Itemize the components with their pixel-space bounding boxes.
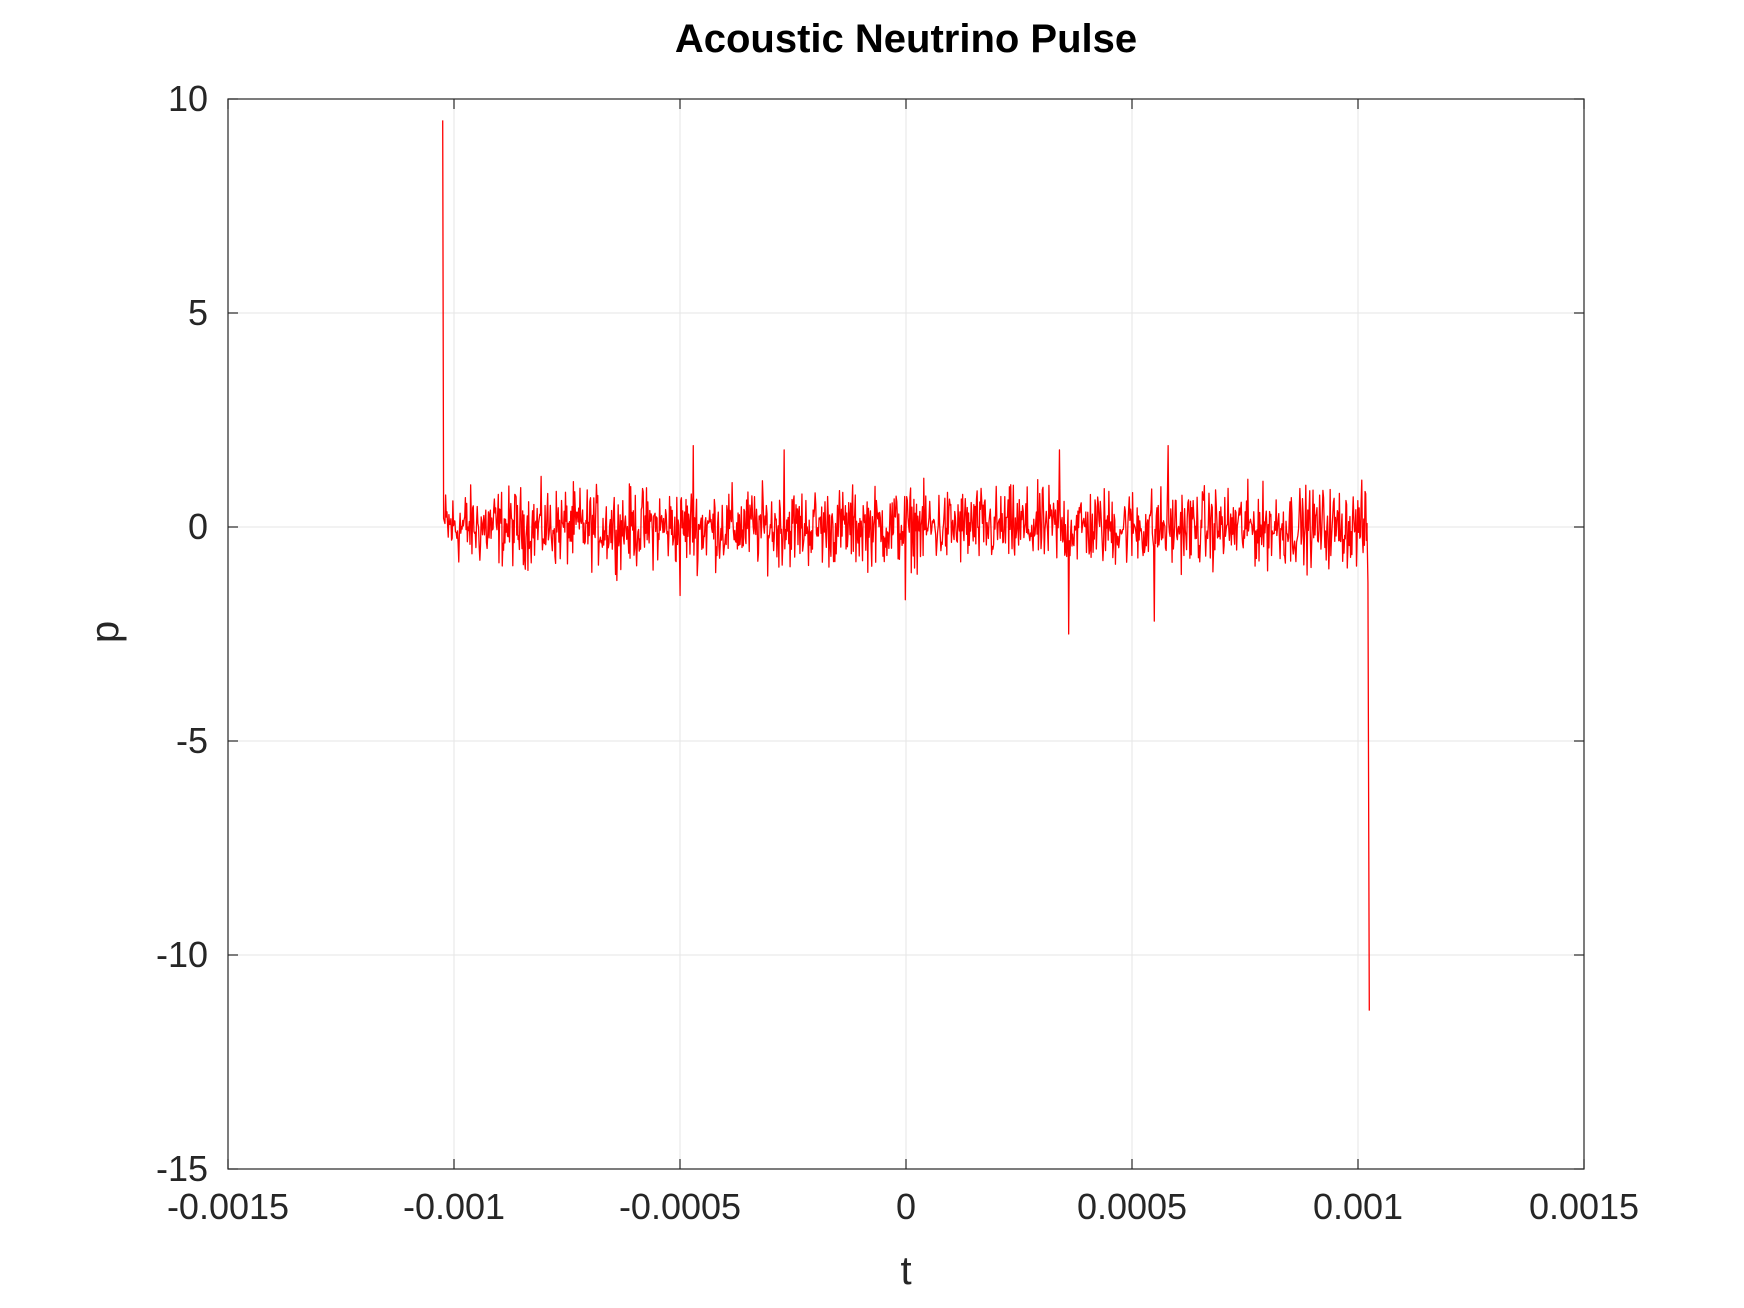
y-tick-label: 5 [188, 292, 208, 333]
x-axis-label: t [900, 1249, 911, 1293]
y-tick-label: -5 [176, 720, 208, 761]
x-tick-label: 0.0005 [1077, 1186, 1187, 1227]
grid [227, 98, 1585, 1170]
x-tick-label: 0.0015 [1529, 1186, 1639, 1227]
y-tick-labels: -15 -10 -5 0 5 10 [156, 78, 208, 1189]
ticks [227, 98, 1585, 1170]
y-tick-label: 10 [168, 78, 208, 119]
series-layer [442, 120, 1370, 1011]
x-tick-label: -0.001 [403, 1186, 505, 1227]
x-tick-label: 0 [896, 1186, 916, 1227]
x-tick-label: -0.0015 [167, 1186, 289, 1227]
y-axis-label: p [83, 621, 127, 643]
x-tick-label: 0.001 [1313, 1186, 1403, 1227]
y-tick-label: 0 [188, 506, 208, 547]
y-tick-label: -15 [156, 1148, 208, 1189]
x-tick-label: -0.0005 [619, 1186, 741, 1227]
y-tick-label: -10 [156, 934, 208, 975]
x-tick-labels: -0.0015 -0.001 -0.0005 0 0.0005 0.001 0.0015 [167, 1186, 1639, 1227]
chart-title: Acoustic Neutrino Pulse [675, 17, 1137, 61]
series-line [442, 120, 1370, 1011]
